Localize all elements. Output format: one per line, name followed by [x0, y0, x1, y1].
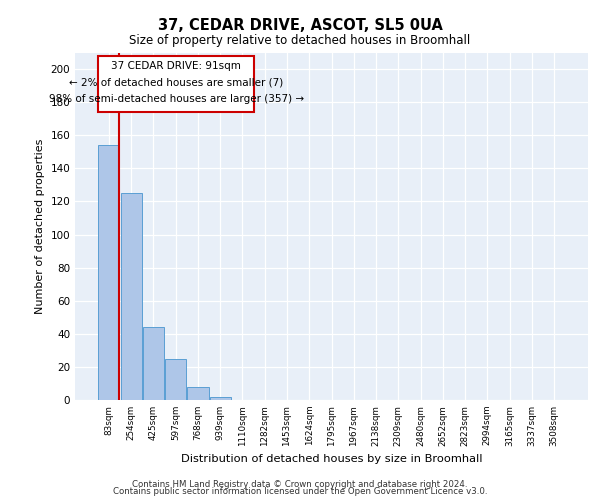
- Bar: [187, 387, 209, 400]
- X-axis label: Distribution of detached houses by size in Broomhall: Distribution of detached houses by size …: [181, 454, 482, 464]
- Bar: [209, 396, 231, 400]
- Text: ← 2% of detached houses are smaller (7): ← 2% of detached houses are smaller (7): [69, 78, 283, 88]
- Bar: [98, 145, 119, 400]
- Bar: [121, 193, 142, 400]
- Text: 37 CEDAR DRIVE: 91sqm: 37 CEDAR DRIVE: 91sqm: [111, 61, 241, 71]
- Bar: [165, 358, 186, 400]
- Text: Size of property relative to detached houses in Broomhall: Size of property relative to detached ho…: [130, 34, 470, 47]
- Text: Contains HM Land Registry data © Crown copyright and database right 2024.: Contains HM Land Registry data © Crown c…: [132, 480, 468, 489]
- Text: 98% of semi-detached houses are larger (357) →: 98% of semi-detached houses are larger (…: [49, 94, 304, 104]
- FancyBboxPatch shape: [98, 56, 254, 112]
- Bar: [143, 327, 164, 400]
- Text: Contains public sector information licensed under the Open Government Licence v3: Contains public sector information licen…: [113, 488, 487, 496]
- Text: 37, CEDAR DRIVE, ASCOT, SL5 0UA: 37, CEDAR DRIVE, ASCOT, SL5 0UA: [158, 18, 442, 32]
- Y-axis label: Number of detached properties: Number of detached properties: [35, 138, 45, 314]
